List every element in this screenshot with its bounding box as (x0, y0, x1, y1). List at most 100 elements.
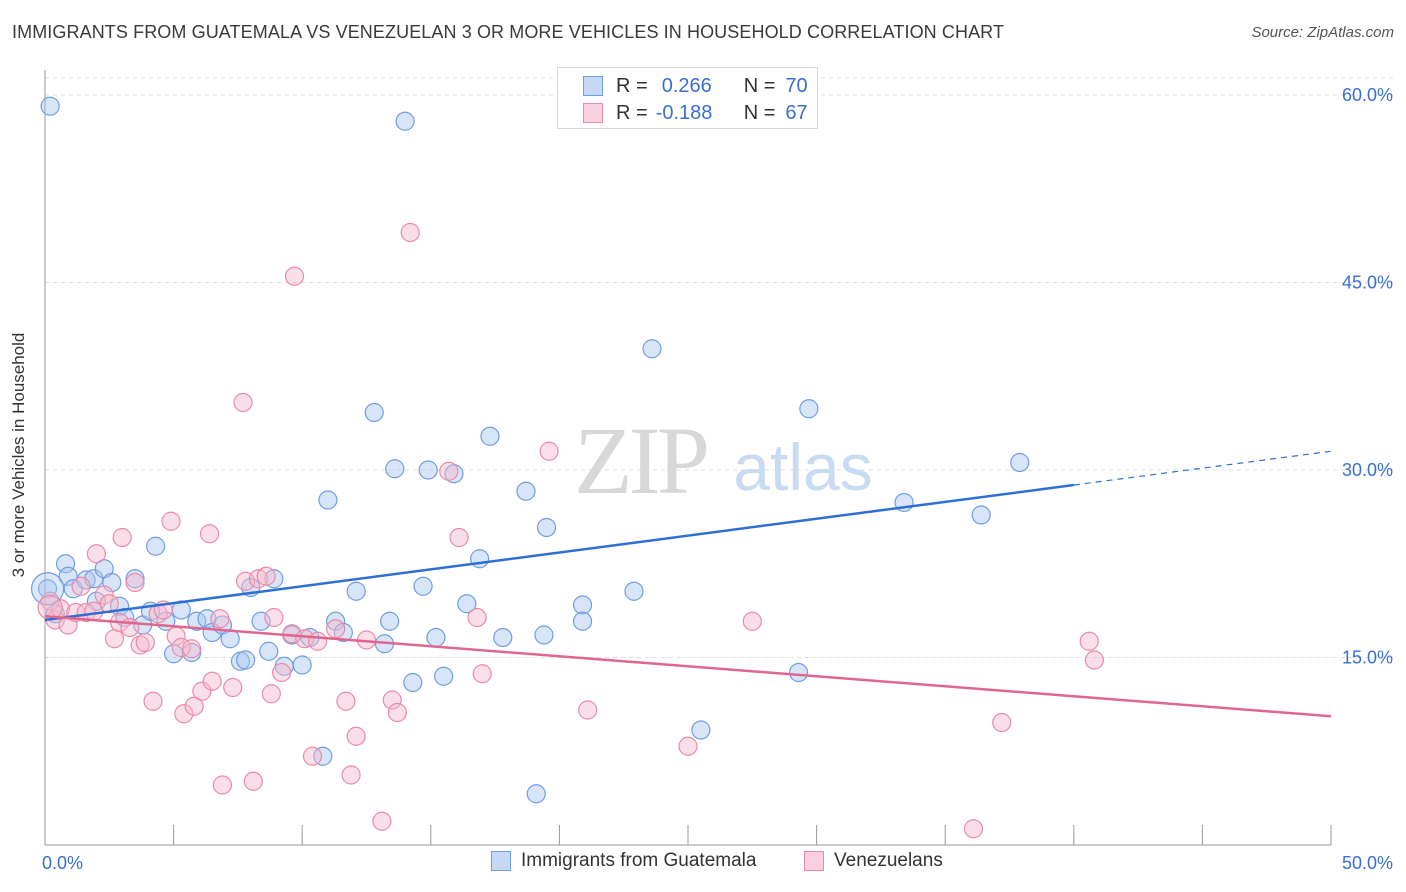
point-venezuelans (161, 511, 181, 531)
point-guatemala (76, 570, 96, 590)
legend-label-guatemala: Immigrants from Guatemala (521, 850, 757, 871)
point-guatemala (264, 569, 284, 589)
point-venezuelans (336, 691, 356, 711)
point-venezuelans (264, 607, 284, 628)
point-guatemala (418, 460, 438, 480)
point-venezuelans (212, 775, 233, 795)
point-guatemala (572, 595, 593, 615)
point-guatemala (220, 629, 240, 649)
point-venezuelans (130, 635, 150, 655)
correlation-legend: R = 0.266 N = 70 R = -0.188 N = 67 (557, 67, 818, 129)
point-guatemala (1010, 452, 1030, 473)
point-venezuelans (143, 691, 163, 711)
point-guatemala (536, 517, 557, 538)
x-tick-label: 50.0% (1342, 853, 1393, 873)
point-venezuelans (308, 631, 328, 651)
point-guatemala (434, 666, 454, 686)
point-guatemala (346, 581, 366, 601)
point-venezuelans (578, 700, 598, 720)
legend-swatch-blue (583, 76, 603, 96)
point-venezuelans (382, 690, 402, 710)
legend-n-label: N = (743, 74, 776, 97)
point-guatemala (251, 611, 271, 631)
point-guatemala (236, 650, 256, 670)
point-guatemala (971, 505, 991, 525)
point-guatemala (40, 96, 60, 116)
watermark-atlas: atlas (733, 430, 872, 504)
point-guatemala (624, 581, 644, 601)
point-venezuelans (261, 684, 281, 704)
point-guatemala (380, 611, 400, 631)
point-venezuelans (742, 611, 762, 631)
point-venezuelans (400, 222, 420, 243)
point-venezuelans (248, 569, 269, 589)
point-guatemala (572, 611, 593, 631)
point-guatemala (470, 549, 490, 569)
point-guatemala (292, 655, 312, 675)
point-guatemala (55, 554, 76, 574)
point-venezuelans (243, 771, 263, 791)
x-tick-label: 0.0% (42, 853, 83, 873)
point-venezuelans (192, 681, 212, 701)
point-guatemala (318, 490, 338, 510)
point-guatemala (526, 784, 546, 804)
point-guatemala (37, 579, 58, 599)
trendline-guatemala-extension (1073, 450, 1332, 486)
y-tick-label: 45.0% (1342, 273, 1393, 293)
point-guatemala (145, 536, 166, 556)
point-venezuelans (387, 702, 407, 723)
point-venezuelans (174, 704, 194, 724)
point-venezuelans (112, 527, 132, 548)
point-venezuelans (135, 632, 155, 653)
point-guatemala (642, 339, 662, 359)
point-guatemala (493, 627, 513, 648)
legend-n-label: N = (743, 101, 776, 124)
point-guatemala (385, 459, 405, 479)
point-venezuelans (223, 677, 243, 698)
legend-n-value: 70 (785, 74, 808, 97)
point-venezuelans (467, 607, 487, 628)
point-venezuelans (86, 544, 107, 564)
series-legend: Immigrants from Guatemala Venezuelans (0, 850, 1406, 878)
point-guatemala (364, 402, 384, 423)
point-venezuelans (272, 662, 292, 683)
point-guatemala (58, 566, 78, 586)
point-venezuelans (539, 441, 559, 461)
point-guatemala (480, 426, 500, 446)
point-venezuelans (302, 746, 323, 766)
legend-r-label: R = (616, 101, 648, 124)
legend-row-guatemala: R = 0.266 N = 70 (583, 74, 808, 98)
point-venezuelans (284, 266, 305, 286)
point-guatemala (788, 662, 809, 683)
trendline-venezuelans (44, 615, 1332, 718)
point-venezuelans (1079, 631, 1099, 651)
legend-r-label: R = (616, 74, 648, 97)
point-venezuelans (71, 576, 91, 596)
point-guatemala (413, 576, 433, 596)
watermark-zip: ZIP (574, 407, 707, 514)
point-venezuelans (202, 671, 222, 691)
point-venezuelans (256, 566, 276, 586)
point-venezuelans (449, 527, 469, 548)
y-tick-label: 15.0% (1342, 648, 1393, 668)
point-venezuelans (184, 696, 204, 716)
legend-swatch-pink (804, 851, 824, 871)
legend-swatch-blue (491, 851, 511, 871)
point-guatemala (395, 111, 415, 131)
point-guatemala (426, 627, 446, 648)
point-guatemala (516, 481, 536, 501)
chart-title: IMMIGRANTS FROM GUATEMALA VS VENEZUELAN … (12, 22, 1005, 42)
point-guatemala (444, 464, 464, 484)
legend-n-value: 67 (785, 101, 808, 124)
point-venezuelans (678, 736, 698, 756)
point-venezuelans (346, 726, 366, 746)
point-guatemala (403, 672, 423, 693)
legend-r-value: 0.266 (661, 74, 712, 97)
point-venezuelans (439, 461, 459, 481)
point-venezuelans (125, 572, 145, 593)
point-guatemala (313, 746, 333, 766)
legend-row-venezuelans: R = -0.188 N = 67 (583, 101, 808, 125)
trendline-guatemala (44, 483, 1074, 622)
point-guatemala (534, 625, 554, 645)
